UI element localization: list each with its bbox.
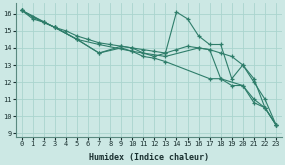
X-axis label: Humidex (Indice chaleur): Humidex (Indice chaleur)	[89, 152, 209, 162]
